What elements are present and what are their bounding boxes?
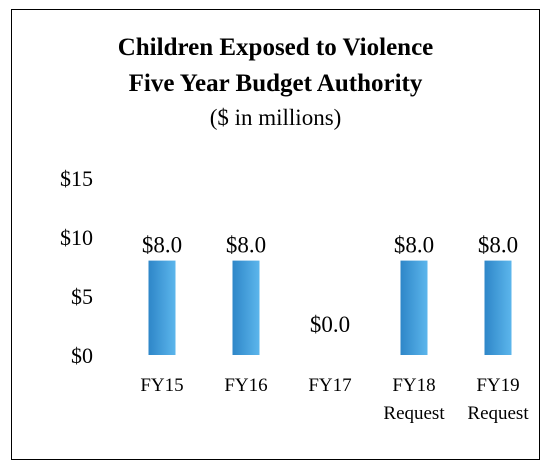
- y-tick-label: $15: [60, 166, 93, 191]
- x-tick-label: FY17: [308, 375, 351, 396]
- y-tick-label: $10: [60, 225, 93, 250]
- bar: [400, 260, 428, 355]
- bar: [232, 260, 260, 355]
- x-tick-label: FY15: [140, 375, 183, 396]
- bar: [484, 260, 512, 355]
- x-tick-label: FY19: [476, 375, 519, 396]
- chart-subtitle: Five Year Budget Authority: [128, 70, 423, 97]
- chart-frame: [11, 9, 540, 460]
- data-label: $8.0: [226, 233, 266, 258]
- data-label: $0.0: [310, 312, 350, 337]
- x-tick-label-line2: Request: [383, 403, 445, 424]
- data-label: $8.0: [142, 233, 182, 258]
- chart-units-note: ($ in millions): [209, 105, 342, 130]
- chart-title: Children Exposed to Violence: [117, 34, 434, 61]
- x-tick-label: FY18: [392, 375, 435, 396]
- x-tick-label-line2: Request: [467, 403, 529, 424]
- x-tick-label: FY16: [224, 375, 267, 396]
- data-label: $8.0: [478, 233, 518, 258]
- y-tick-label: $5: [71, 284, 93, 309]
- bar: [148, 260, 176, 355]
- y-tick-label: $0: [71, 343, 93, 368]
- data-label: $8.0: [394, 233, 434, 258]
